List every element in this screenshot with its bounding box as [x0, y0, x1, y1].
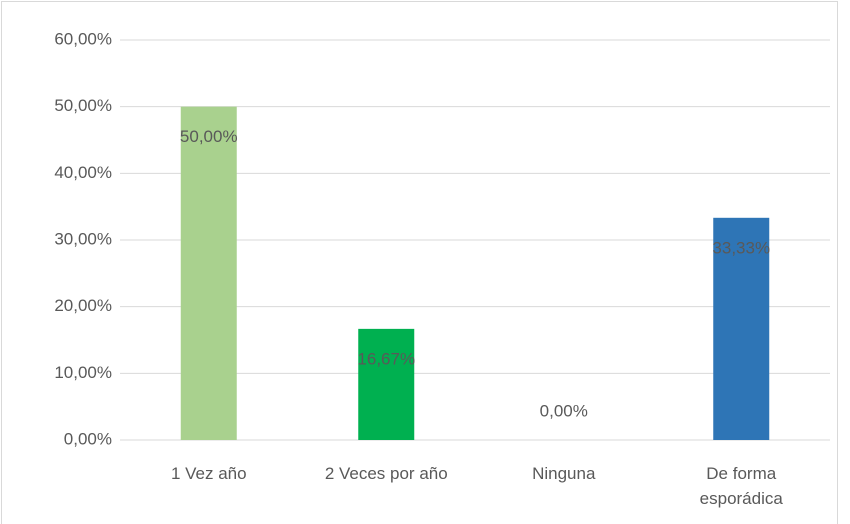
y-tick-label: 60,00%: [54, 29, 112, 48]
data-label: 33,33%: [712, 238, 770, 257]
data-label: 16,67%: [357, 349, 415, 368]
x-tick-label: Ninguna: [532, 464, 596, 483]
y-tick-label: 10,00%: [54, 363, 112, 382]
bar: [180, 106, 237, 441]
x-tick-label: De forma esporádica: [699, 464, 783, 508]
bar: [358, 328, 415, 440]
y-tick-label: 30,00%: [54, 229, 112, 248]
y-tick-label: 20,00%: [54, 296, 112, 315]
x-tick-label: 2 Veces por año: [324, 464, 448, 483]
y-tick-label: 0,00%: [64, 429, 112, 448]
x-tick-label: 1 Vez año: [170, 464, 247, 483]
data-label: 0,00%: [540, 401, 588, 420]
bar: [713, 217, 770, 440]
y-tick-label: 40,00%: [54, 163, 112, 182]
y-tick-label: 50,00%: [54, 96, 112, 115]
data-label: 50,00%: [180, 127, 238, 146]
